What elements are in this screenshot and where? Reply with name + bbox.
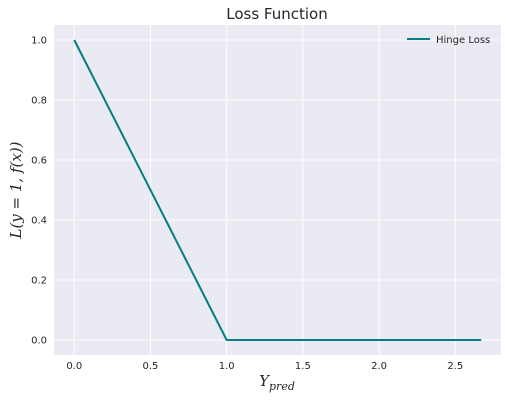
x-tick-label: 0.0 xyxy=(66,361,82,372)
x-axis-label-main: Y xyxy=(259,372,271,390)
y-tick-label: 1.0 xyxy=(31,36,47,47)
y-axis-label: L(y = 1, f(x)) xyxy=(7,141,25,239)
y-tick-label: 0.0 xyxy=(31,336,47,347)
x-tick-label: 2.0 xyxy=(371,361,387,372)
y-tick-label: 0.4 xyxy=(31,216,47,227)
y-tick-labels: 0.0 0.2 0.4 0.6 0.8 1.0 xyxy=(31,36,47,347)
x-axis-label: Ypred xyxy=(259,372,295,393)
y-tick-label: 0.6 xyxy=(31,156,47,167)
plot-background xyxy=(54,25,501,355)
legend: Hinge Loss xyxy=(407,35,490,46)
x-tick-label: 1.0 xyxy=(219,361,235,372)
series-lines xyxy=(73,39,482,341)
x-tick-label: 0.5 xyxy=(143,361,159,372)
y-tick-label: 0.8 xyxy=(31,96,47,107)
series-line-hinge-loss xyxy=(73,39,482,341)
x-tick-label: 2.5 xyxy=(447,361,463,372)
legend-label: Hinge Loss xyxy=(436,35,490,46)
x-tick-label: 1.5 xyxy=(295,361,311,372)
y-tick-label: 0.2 xyxy=(31,276,47,287)
grid-lines xyxy=(54,25,501,355)
x-axis-label-sub: pred xyxy=(269,380,295,393)
chart-title: Loss Function xyxy=(226,5,327,23)
x-tick-labels: 0.0 0.5 1.0 1.5 2.0 2.5 xyxy=(66,361,463,372)
